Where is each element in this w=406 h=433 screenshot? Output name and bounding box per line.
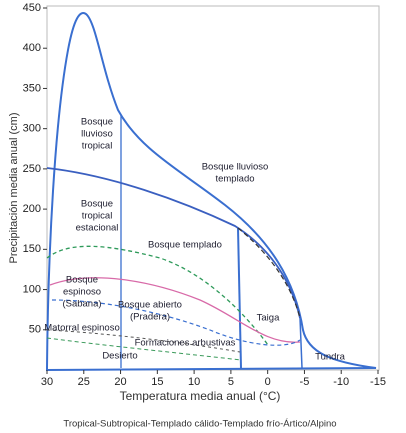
region-label-line: estacional [76,223,119,234]
region-label: Desierto [102,351,137,362]
boundary [46,337,242,361]
x-tick-label: 25 [78,376,90,388]
x-tick-label: -15 [370,376,386,388]
region-label: Formaciones arbustivas [135,338,236,349]
boundary [46,167,301,319]
region-label-line: Bosque [81,199,113,210]
region-label: Tundra [315,352,345,363]
y-tick-label: 200 [23,203,41,215]
boundary [237,227,301,319]
y-tick-label: 300 [23,123,41,135]
boundary [49,277,301,343]
x-tick-label: 20 [114,376,126,388]
x-tick-label: 5 [228,376,234,388]
x-tick-label: 0 [265,376,271,388]
y-tick-label: 350 [23,82,41,94]
region-label-line: (Sabana) [62,299,101,310]
x-tick-label: -10 [333,376,349,388]
region-label-line: Bosque abierto [118,300,182,311]
region-label-line: Matorral espinoso [44,323,120,334]
x-tick-label: -5 [300,376,310,388]
boundary [237,227,242,369]
region-label: Bosque templado [148,240,222,251]
y-tick-label: 450 [23,2,41,14]
y-tick-label: 250 [23,163,41,175]
plot-frame [46,5,380,371]
region-label-line: tropical [82,211,113,222]
region-label-line: espinoso [63,287,101,298]
region-label-line: (Pradera) [130,312,170,323]
x-tick-label: 10 [188,376,200,388]
y-tick-label: 150 [23,243,41,255]
y-tick-label: 400 [23,42,41,54]
y-axis-label: Precipitación media anual (cm) [8,112,20,263]
region-label-line: Desierto [102,351,137,362]
region-label: Bosque abierto(Pradera) [118,300,182,323]
region-label: Taiga [257,313,280,324]
x-tick-label: 15 [151,376,163,388]
region-label-line: Tundra [315,352,345,363]
x-tick-label: 30 [41,376,53,388]
region-label: Matorral espinoso [44,323,120,334]
x-axis-label: Temperatura media anual (°C) [120,389,281,403]
region-label-line: Formaciones arbustivas [135,338,236,349]
caption: Tropical-Subtropical-Templado cálido-Tem… [63,419,336,430]
region-label-line: Bosque [81,117,113,128]
region-label-line: Bosque lluvioso [202,162,269,173]
biome-envelope [46,12,377,372]
region-label-line: Bosque [66,275,98,286]
region-label-line: lluvioso [81,129,113,140]
boundary [46,245,269,346]
region-label-line: Bosque templado [148,240,222,251]
y-tick-label: 100 [23,283,41,295]
region-label-line: tropical [82,141,113,152]
y-tick-label: 50 [29,324,41,336]
boundary [51,299,301,346]
region-label-line: templado [215,174,254,185]
region-label-line: Taiga [257,313,280,324]
boundary [46,329,241,353]
boundary [299,317,303,369]
